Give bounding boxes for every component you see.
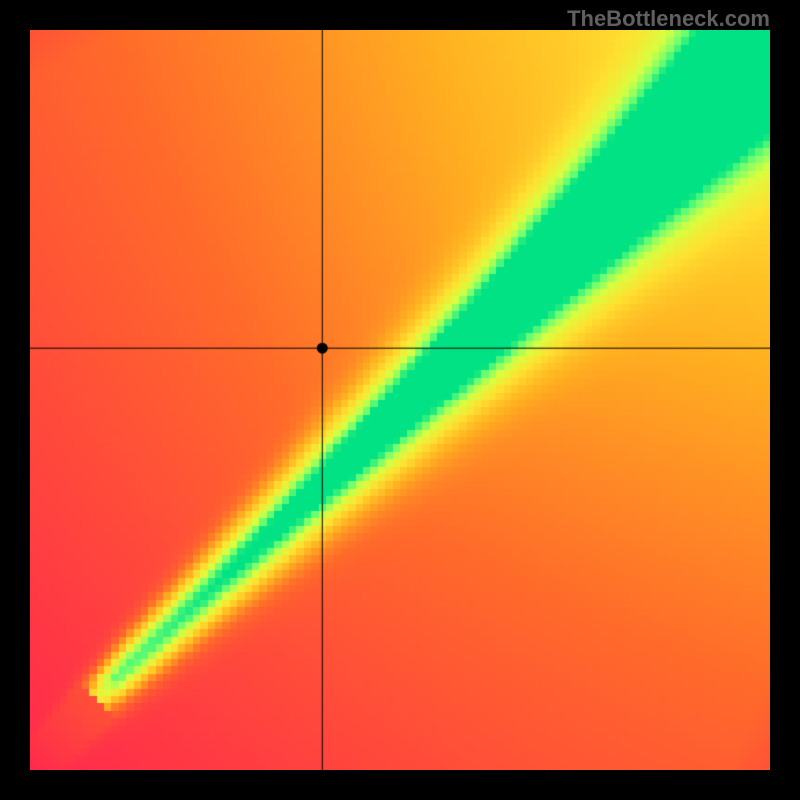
watermark-text: TheBottleneck.com [567,6,770,32]
bottleneck-heatmap [30,30,770,770]
chart-container: TheBottleneck.com [0,0,800,800]
